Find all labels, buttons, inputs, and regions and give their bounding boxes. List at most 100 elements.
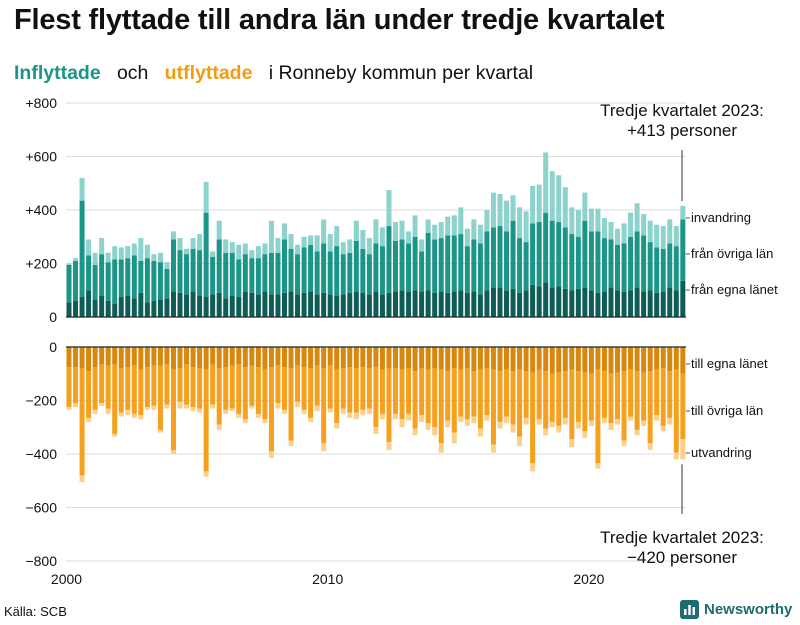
inflow-bar-segment xyxy=(425,290,431,317)
inflow-bar-segment xyxy=(327,294,333,317)
inflow-bar-segment xyxy=(628,236,634,291)
outflow-bar-segment xyxy=(223,409,229,414)
outflow-bar-segment xyxy=(556,425,562,433)
inflow-bar-segment xyxy=(262,254,268,292)
inflow-bar-segment xyxy=(680,280,686,317)
outflow-bar-segment xyxy=(301,409,307,414)
outflow-bar-segment xyxy=(673,369,679,453)
inflow-bar-segment xyxy=(595,208,601,232)
inflow-bar-segment xyxy=(249,258,255,293)
inflow-bar-segment xyxy=(569,234,575,291)
outflow-bar-segment xyxy=(334,347,340,370)
inflow-bar-segment xyxy=(275,238,281,253)
outflow-bar-segment xyxy=(314,365,320,406)
inflow-bar-segment xyxy=(510,195,516,221)
outflow-bar-segment xyxy=(484,415,490,421)
outflow-bar-segment xyxy=(562,347,568,372)
outflow-bar-segment xyxy=(112,364,118,434)
inflow-bar-segment xyxy=(549,287,555,317)
outflow-bar-segment xyxy=(295,401,301,408)
outflow-bar-segment xyxy=(601,417,607,424)
inflow-bar-segment xyxy=(118,247,124,260)
outflow-bar-segment xyxy=(393,413,398,420)
inflow-bar-segment xyxy=(608,239,614,288)
inflow-bar-segment xyxy=(177,238,183,251)
outflow-bar-segment xyxy=(497,421,503,429)
inflow-bar-segment xyxy=(125,295,131,317)
annotation-outflow-value: −420 personer xyxy=(627,548,737,567)
y-tick-label: −600 xyxy=(25,500,57,516)
outflow-bar-segment xyxy=(654,369,660,416)
outflow-bar-segment xyxy=(386,347,392,369)
inflow-bar-segment xyxy=(490,192,496,228)
outflow-bar-segment xyxy=(471,347,477,372)
outflow-bar-segment xyxy=(588,420,594,426)
outflow-bar-segment xyxy=(373,347,379,368)
outflow-bar-segment xyxy=(621,347,627,372)
inflow-bar-segment xyxy=(386,226,392,293)
outflow-bar-segment xyxy=(477,347,483,370)
inflow-bar-segment xyxy=(634,203,640,232)
inflow-bar-segment xyxy=(451,215,457,236)
outflow-bar-segment xyxy=(190,407,196,412)
outflow-bar-segment xyxy=(203,471,209,477)
y-tick-label: −200 xyxy=(25,393,57,409)
outflow-bar-segment xyxy=(223,367,229,410)
inflow-bar-segment xyxy=(112,259,118,304)
outflow-bar-segment xyxy=(425,423,431,430)
inflow-bar-segment xyxy=(412,215,418,237)
outflow-bar-segment xyxy=(112,433,118,437)
inflow-bar-segment xyxy=(86,290,92,317)
outflow-bar-segment xyxy=(504,347,510,370)
x-tick-label: 2010 xyxy=(312,571,343,587)
outflow-bar-segment xyxy=(641,372,647,421)
outflow-bar-segment xyxy=(530,463,536,472)
inflow-bar-segment xyxy=(621,243,627,292)
outflow-bar-segment xyxy=(373,427,379,434)
outflow-bar-segment xyxy=(138,347,144,370)
inflow-bar-segment xyxy=(477,243,483,295)
inflow-bar-segment xyxy=(530,185,536,224)
inflow-bar-segment xyxy=(608,287,614,317)
inflow-bar-segment xyxy=(386,189,392,227)
legend-label-outflow: utvandring xyxy=(691,445,752,460)
inflow-bar-segment xyxy=(510,288,516,317)
outflow-bar-segment xyxy=(164,364,170,405)
outflow-bar-segment xyxy=(373,367,379,428)
outflow-bar-segment xyxy=(490,444,496,453)
outflow-bar-segment xyxy=(432,368,438,428)
y-tick-label: +600 xyxy=(25,149,57,165)
outflow-bar-segment xyxy=(268,347,274,368)
outflow-bar-segment xyxy=(615,347,621,373)
outflow-bar-segment xyxy=(99,403,105,406)
outflow-bar-segment xyxy=(477,369,483,429)
outflow-bar-segment xyxy=(419,347,425,369)
inflow-bar-segment xyxy=(419,239,425,252)
outflow-bar-segment xyxy=(549,347,555,374)
outflow-bar-segment xyxy=(151,405,157,410)
inflow-bar-segment xyxy=(471,239,477,292)
outflow-bar-segment xyxy=(79,347,85,369)
outflow-bar-segment xyxy=(366,347,372,369)
inflow-bar-segment xyxy=(164,298,170,317)
outflow-bar-segment xyxy=(360,347,366,368)
outflow-bar-segment xyxy=(445,347,451,372)
outflow-bar-segment xyxy=(255,347,261,368)
outflow-bar-segment xyxy=(484,347,490,369)
outflow-bar-segment xyxy=(197,347,203,369)
outflow-bar-segment xyxy=(301,347,307,368)
outflow-bar-segment xyxy=(379,369,385,414)
outflow-bar-segment xyxy=(595,347,601,370)
inflow-bar-segment xyxy=(484,290,490,317)
outflow-bar-segment xyxy=(464,368,470,420)
outflow-bar-segment xyxy=(406,368,412,414)
inflow-bar-segment xyxy=(641,214,647,236)
inflow-bar-segment xyxy=(314,294,320,317)
inflow-bar-segment xyxy=(504,290,510,317)
y-tick-label: −400 xyxy=(25,446,57,462)
inflow-bar-segment xyxy=(236,296,242,317)
outflow-bar-segment xyxy=(615,419,621,425)
outflow-bar-segment xyxy=(497,347,503,372)
inflow-bar-segment xyxy=(425,232,431,291)
subtitle-inflow-label: Inflyttade xyxy=(14,62,101,84)
